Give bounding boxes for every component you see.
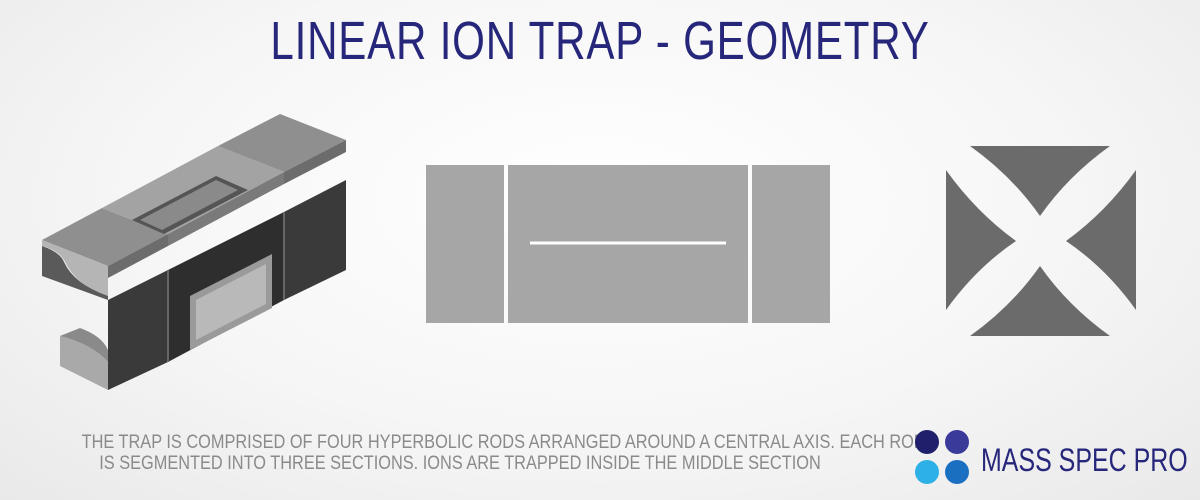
trap-isometric-view (42, 114, 346, 390)
brand-name: MASS SPEC PRO (981, 442, 1188, 478)
page-title: LINEAR ION TRAP - GEOMETRY (270, 11, 930, 71)
rod-bottom (970, 266, 1110, 336)
trap-cross-section (946, 146, 1136, 336)
side-segment-left (426, 165, 504, 323)
brand-dot-4 (945, 460, 969, 484)
upper-rod (42, 114, 346, 300)
upper-rod-segment-left-top (42, 208, 168, 266)
rod-left (946, 170, 1016, 310)
brand-logo[interactable]: MASS SPEC PRO (915, 430, 1188, 488)
brand-dot-1 (915, 430, 939, 454)
lower-rod-hyperbolic-face (60, 336, 108, 390)
rod-top (970, 146, 1110, 216)
lower-rod-segment-right-side (284, 180, 346, 300)
lower-rod (60, 180, 346, 390)
rod-right (1066, 170, 1136, 310)
caption: THE TRAP IS COMPRISED OF FOUR HYPERBOLIC… (81, 432, 926, 474)
brand-dots-icon (915, 430, 971, 486)
lower-rod-segment-left-side (108, 270, 168, 390)
side-segment-right (752, 165, 830, 323)
brand-dot-3 (915, 460, 939, 484)
upper-rod-hyperbolic-face (42, 240, 108, 296)
trap-side-view (426, 165, 830, 323)
upper-rod-segment-right-top (218, 114, 346, 172)
caption-line-1: THE TRAP IS COMPRISED OF FOUR HYPERBOLIC… (81, 432, 926, 453)
caption-line-2: IS SEGMENTED INTO THREE SECTIONS. IONS A… (99, 453, 821, 474)
brand-dot-2 (945, 430, 969, 454)
